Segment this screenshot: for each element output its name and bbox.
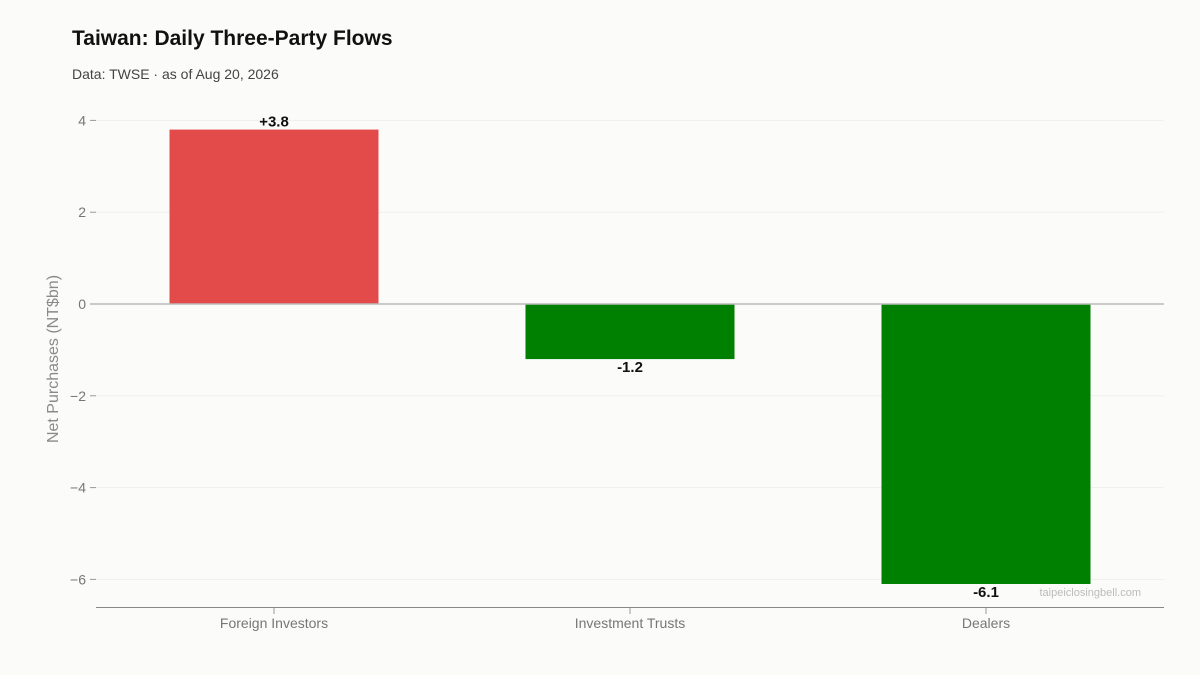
- watermark: taipeiclosingbell.com: [1040, 587, 1142, 599]
- y-tick-label: −4: [70, 480, 86, 496]
- x-tick-label: Investment Trusts: [575, 615, 685, 631]
- y-tick-label: 0: [78, 296, 86, 312]
- x-tick-label: Dealers: [962, 615, 1010, 631]
- data-labels: +3.8 -1.2 -6.1: [259, 114, 999, 601]
- y-axis-ticks: 4 2 0 −2 −4 −6: [70, 112, 96, 587]
- y-tick-label: 2: [78, 204, 86, 220]
- bar-investment-trusts: [525, 304, 735, 360]
- data-label: -1.2: [617, 359, 643, 376]
- y-tick-label: −6: [70, 571, 86, 587]
- chart-subtitle: Data: TWSE · as of Aug 20, 2026: [72, 66, 279, 82]
- data-label: +3.8: [259, 114, 289, 131]
- bars: [169, 129, 1091, 584]
- y-axis-title: Net Purchases (NT$bn): [45, 275, 62, 443]
- y-tick-label: 4: [78, 112, 86, 128]
- y-tick-label: −2: [70, 388, 86, 404]
- chart-title: Taiwan: Daily Three-Party Flows: [72, 27, 393, 50]
- bar-dealers: [881, 304, 1091, 584]
- x-axis-ticks: Foreign Investors Investment Trusts Dealer…: [220, 608, 1010, 631]
- bar-foreign-investors: [169, 129, 379, 304]
- x-tick-label: Foreign Investors: [220, 615, 328, 631]
- data-label: -6.1: [973, 584, 999, 601]
